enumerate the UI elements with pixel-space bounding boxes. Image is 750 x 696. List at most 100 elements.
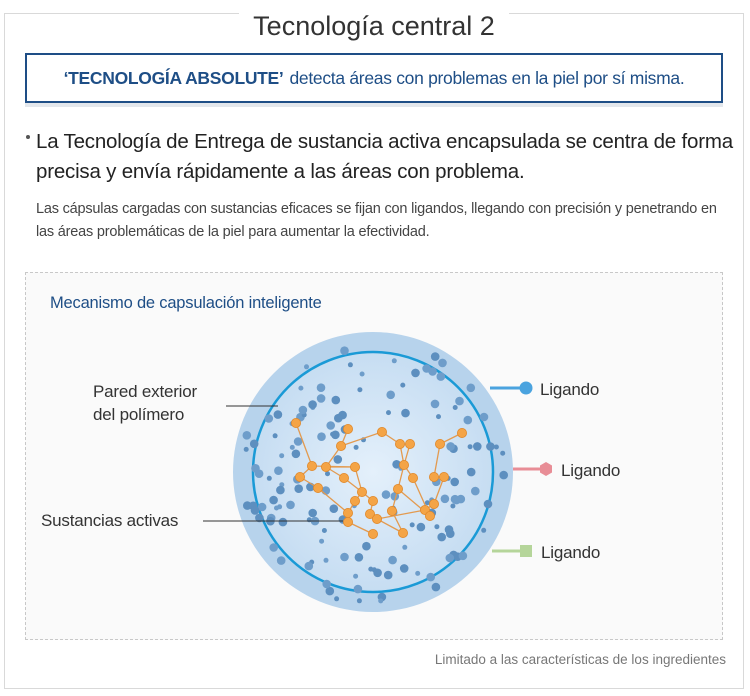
blue-particle — [353, 444, 359, 450]
blue-particle — [426, 572, 436, 582]
blue-particle — [416, 522, 426, 532]
blue-particle — [323, 557, 329, 563]
active-substance-node — [349, 461, 360, 472]
blue-particle — [340, 346, 349, 356]
blue-particle — [455, 396, 464, 406]
active-substance-node — [386, 505, 397, 516]
blue-particle — [243, 501, 252, 510]
blue-particle — [329, 504, 339, 513]
label-polymer-wall-line1: Pared exterior — [93, 382, 197, 401]
blue-particle — [436, 372, 446, 381]
blue-particle — [467, 444, 473, 450]
blue-particle — [340, 552, 349, 562]
blue-particle — [249, 439, 259, 449]
blue-particle — [334, 596, 340, 602]
blue-particle — [294, 484, 304, 494]
blue-particle — [304, 364, 309, 370]
blue-particle — [445, 553, 455, 563]
substance-link — [433, 443, 441, 478]
blue-particle — [371, 567, 377, 573]
label-polymer-wall-line2: del polímero — [93, 405, 185, 424]
blue-particle — [378, 598, 384, 604]
blue-particle — [304, 561, 314, 571]
blue-particle — [353, 573, 359, 579]
blue-particle — [362, 541, 371, 551]
blue-particle — [274, 505, 279, 511]
blue-particle — [255, 513, 264, 523]
blue-particle — [381, 490, 391, 499]
blue-particle — [243, 446, 249, 452]
sub-paragraph: Las cápsulas cargadas con sustancias efi… — [36, 201, 717, 240]
ligand-hexagon-icon — [540, 462, 552, 476]
active-substance-node — [306, 460, 317, 471]
substance-link — [317, 487, 349, 514]
active-substance-node — [456, 427, 467, 438]
blue-particle — [298, 405, 308, 415]
blue-particle — [500, 450, 506, 456]
active-substance-node — [407, 472, 418, 483]
active-substance-node — [342, 517, 353, 528]
active-substance-node — [398, 459, 409, 470]
active-substance-node — [394, 438, 405, 449]
active-substance-node — [438, 471, 449, 482]
active-substance-node — [356, 486, 367, 497]
blue-particle — [357, 387, 363, 393]
blue-particle — [424, 500, 430, 506]
blue-particle — [452, 405, 458, 410]
blue-particle — [347, 362, 353, 368]
bullet-icon — [26, 135, 30, 139]
blue-particle — [479, 412, 489, 422]
footnote: Limitado a las características de los in… — [434, 652, 726, 667]
blue-particle — [450, 494, 460, 504]
blue-particle — [386, 390, 396, 400]
label-ligand-2: Ligando — [561, 461, 621, 480]
active-substance-node — [290, 417, 301, 428]
blue-particle — [392, 460, 401, 469]
blue-particle — [359, 371, 365, 377]
blue-particle — [499, 470, 509, 480]
blue-particle — [450, 503, 456, 509]
blue-particle — [322, 579, 332, 589]
blue-particle — [356, 598, 362, 604]
blue-particle — [273, 410, 283, 419]
active-substance-node — [428, 471, 439, 482]
active-substance-node — [294, 471, 305, 482]
blue-particle — [434, 524, 440, 530]
blue-particle — [325, 471, 330, 477]
blue-particle — [473, 442, 482, 451]
ligand-blue-icon — [519, 381, 533, 395]
blue-particle — [333, 455, 343, 464]
active-substance-node — [434, 438, 445, 449]
active-substance-node — [404, 438, 415, 449]
blue-particle — [493, 444, 499, 450]
substance-link — [295, 422, 313, 467]
blue-particle — [400, 382, 406, 388]
blue-particle — [321, 528, 327, 533]
blue-particle — [251, 464, 260, 473]
blue-particle — [325, 586, 335, 596]
blue-particle — [431, 582, 441, 592]
blue-particle — [463, 415, 473, 425]
label-active-substances: Sustancias activas — [41, 511, 179, 530]
active-substance-node — [376, 426, 387, 437]
blue-particle — [466, 467, 476, 477]
active-substance-node — [371, 514, 382, 525]
blue-particle — [266, 475, 272, 481]
blue-particle — [446, 442, 455, 451]
blue-particle — [444, 525, 454, 534]
blue-particle — [286, 500, 295, 510]
blue-particle — [483, 499, 493, 509]
blue-particle — [415, 570, 421, 576]
highlight-banner: ‘TECNOLOGÍA ABSOLUTE’ detecta áreas con … — [25, 53, 723, 103]
blue-particle — [353, 584, 363, 594]
active-substance-node — [349, 495, 360, 506]
substance-link — [376, 509, 426, 520]
blue-particle — [269, 543, 279, 552]
active-substance-node — [392, 483, 403, 494]
polymer-wall-ring — [251, 350, 495, 594]
blue-particle — [289, 444, 295, 450]
substance-link — [340, 431, 383, 447]
blue-particle — [308, 508, 318, 518]
ligand-square-icon — [520, 545, 532, 557]
